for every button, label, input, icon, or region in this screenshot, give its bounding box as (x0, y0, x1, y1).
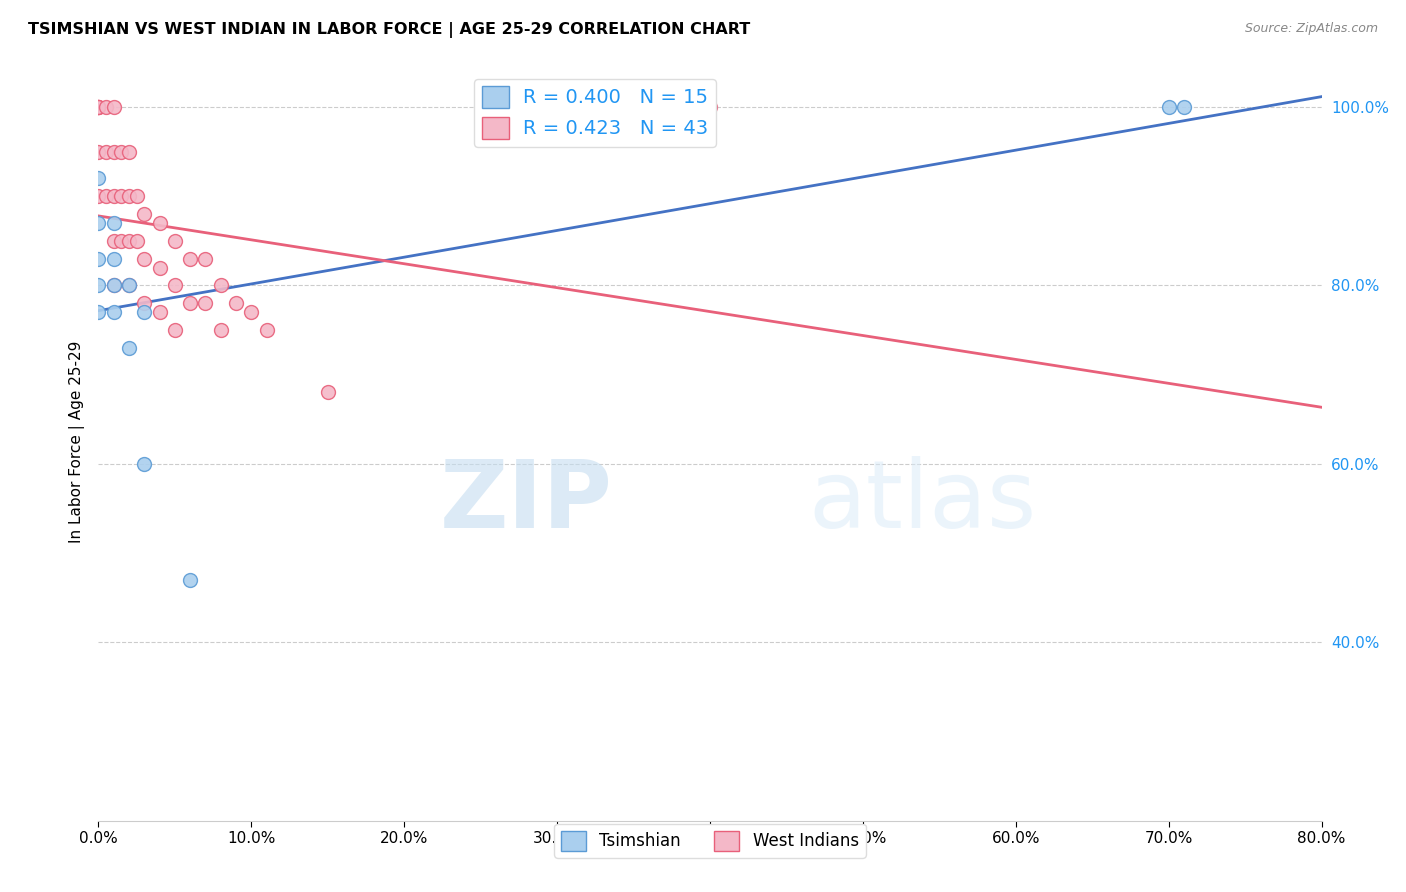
Point (103, 189, 125, 203)
Point (179, 573, 201, 587)
Legend: Tsimshian, West Indians: Tsimshian, West Indians (554, 824, 866, 858)
Point (87, 278, 110, 293)
Text: TSIMSHIAN VS WEST INDIAN IN LABOR FORCE | AGE 25-29 CORRELATION CHART: TSIMSHIAN VS WEST INDIAN IN LABOR FORCE … (28, 22, 751, 38)
Point (103, 278, 125, 293)
Text: atlas: atlas (808, 456, 1036, 549)
Point (149, 305, 172, 319)
Point (1173, 100, 1195, 114)
Point (118, 278, 141, 293)
Point (316, 385, 339, 400)
Point (163, 278, 186, 293)
Point (118, 341, 141, 355)
Point (134, 305, 156, 319)
Point (125, 189, 148, 203)
Point (134, 296, 156, 310)
Point (87, 145, 110, 159)
Point (134, 207, 156, 221)
Point (103, 278, 125, 293)
Point (163, 323, 186, 337)
Point (87, 252, 110, 266)
Point (103, 145, 125, 159)
Point (149, 260, 172, 275)
Point (94, 145, 117, 159)
Point (699, 100, 721, 114)
Point (87, 189, 110, 203)
Point (103, 234, 125, 248)
Point (87, 100, 110, 114)
Point (110, 234, 132, 248)
Point (225, 296, 247, 310)
Point (149, 216, 172, 230)
Point (256, 323, 278, 337)
Point (110, 189, 132, 203)
Point (87, 100, 110, 114)
Point (87, 171, 110, 186)
Point (87, 305, 110, 319)
Point (118, 278, 141, 293)
Point (103, 252, 125, 266)
Point (1157, 100, 1180, 114)
Point (194, 252, 217, 266)
Text: Source: ZipAtlas.com: Source: ZipAtlas.com (1244, 22, 1378, 36)
Point (134, 457, 156, 471)
Point (163, 234, 186, 248)
Point (134, 252, 156, 266)
Point (194, 296, 217, 310)
Point (103, 305, 125, 319)
Point (240, 305, 263, 319)
Point (179, 252, 201, 266)
Point (118, 145, 141, 159)
Point (87, 100, 110, 114)
Point (118, 234, 141, 248)
Point (87, 100, 110, 114)
Point (94, 189, 117, 203)
Point (125, 234, 148, 248)
Point (103, 100, 125, 114)
Point (110, 145, 132, 159)
Text: ZIP: ZIP (439, 456, 612, 549)
Point (179, 296, 201, 310)
Y-axis label: In Labor Force | Age 25-29: In Labor Force | Age 25-29 (69, 341, 84, 542)
Point (118, 189, 141, 203)
Point (209, 278, 232, 293)
Point (103, 216, 125, 230)
Point (87, 216, 110, 230)
Point (209, 323, 232, 337)
Point (94, 100, 117, 114)
